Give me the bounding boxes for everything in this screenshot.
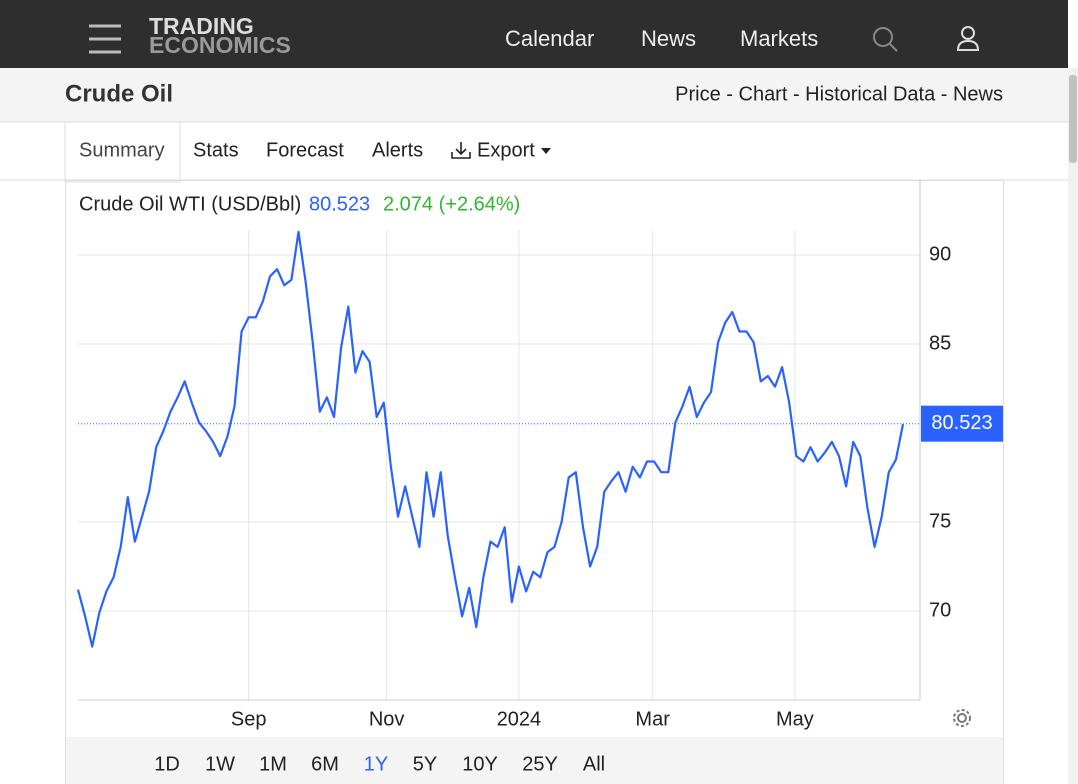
logo[interactable]: ECONOMICS <box>149 32 291 58</box>
range-button[interactable]: 1M <box>259 753 287 775</box>
download-icon[interactable] <box>451 142 471 159</box>
range-button[interactable]: 5Y <box>413 753 437 775</box>
nav-item[interactable]: Calendar <box>505 26 594 51</box>
last-price-label: 80.523 <box>931 412 992 434</box>
top-nav <box>0 0 1068 68</box>
settings-icon[interactable] <box>953 709 971 727</box>
range-bar <box>66 737 1003 784</box>
range-button[interactable]: 1D <box>154 753 180 775</box>
range-button[interactable]: 6M <box>311 753 339 775</box>
scrollbar-track <box>1068 68 1078 784</box>
y-tick-label: 70 <box>929 599 951 621</box>
active-tab <box>64 121 181 183</box>
x-tick-label: May <box>776 708 814 730</box>
tab[interactable]: Stats <box>193 139 239 161</box>
section-links[interactable]: Price - Chart - Historical Data - News <box>675 83 1003 105</box>
x-tick-label: Mar <box>635 708 670 730</box>
range-button[interactable]: 25Y <box>522 753 558 775</box>
scrollbar-thumb[interactable] <box>1069 75 1077 163</box>
plot: 70 75 85 90 Sep Nov 2024 Mar May 80.523 <box>76 180 1003 730</box>
tab[interactable]: Summary <box>79 139 165 161</box>
page-title: Crude Oil <box>65 80 173 107</box>
price-change: 2.074 (+2.64%) <box>383 193 520 215</box>
user-icon[interactable] <box>956 26 980 51</box>
nav-item[interactable]: Markets <box>740 26 818 51</box>
caret <box>541 148 551 154</box>
y-tick-label: 90 <box>929 243 951 265</box>
chart-title: Crude Oil WTI (USD/Bbl) <box>79 193 301 215</box>
x-tick-label: Sep <box>231 708 267 730</box>
price: 80.523 <box>309 193 370 215</box>
menu-icon[interactable] <box>89 24 121 54</box>
nav-item[interactable]: News <box>641 26 696 51</box>
y-tick-label: 85 <box>929 332 951 354</box>
subheader <box>0 68 1068 122</box>
range-buttons: 1D 1W 1M 6M 1Y 5Y 10Y 25Y All <box>154 753 605 775</box>
tab[interactable]: Forecast <box>266 139 344 161</box>
range-button[interactable]: All <box>583 753 605 775</box>
y-tick-label: 75 <box>929 510 951 532</box>
range-button[interactable]: 1Y <box>364 753 388 775</box>
range-button[interactable]: 10Y <box>462 753 498 775</box>
x-tick-label: Nov <box>369 708 405 730</box>
price-line <box>76 230 905 648</box>
x-tick-label: 2024 <box>497 708 542 730</box>
tab[interactable]: Export <box>477 139 535 161</box>
tab[interactable]: Alerts <box>372 139 423 161</box>
chart-frame <box>65 180 1004 784</box>
search-icon[interactable] <box>873 27 898 52</box>
logo[interactable]: TRADING <box>149 13 254 39</box>
range-button[interactable]: 1W <box>205 753 235 775</box>
last-price-box <box>921 405 1003 442</box>
